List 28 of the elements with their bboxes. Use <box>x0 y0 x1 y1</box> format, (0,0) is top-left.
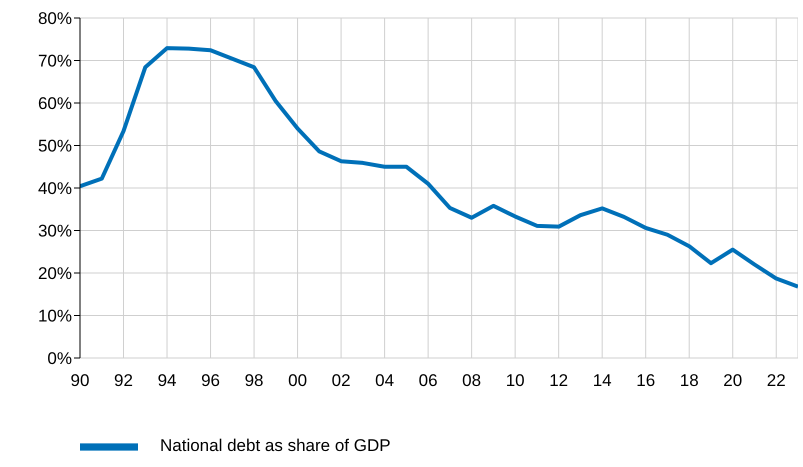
y-tick-label: 10% <box>38 306 72 326</box>
y-tick-label: 0% <box>47 349 72 368</box>
x-tick-label: 98 <box>244 371 264 390</box>
legend-label: National debt as share of GDP <box>160 436 391 456</box>
y-tick-label: 40% <box>38 179 72 198</box>
y-tick-label: 30% <box>38 222 72 241</box>
x-tick-label: 14 <box>592 371 612 390</box>
line-series <box>80 46 798 289</box>
x-tick-label: 06 <box>418 371 438 390</box>
x-tick-label: 04 <box>375 371 394 390</box>
y-tick-label: 20% <box>38 264 72 284</box>
y-tick-label: 80% <box>38 9 72 28</box>
x-tick-label: 92 <box>114 371 133 390</box>
x-tick-label: 10 <box>506 371 525 390</box>
x-tick-label: 18 <box>680 371 699 390</box>
x-tick-label: 22 <box>766 371 786 390</box>
x-tick-label: 12 <box>549 371 568 390</box>
x-tick-label: 08 <box>462 371 482 390</box>
y-tick-label: 70% <box>38 52 72 71</box>
y-tick-label: 60% <box>38 94 72 114</box>
y-tick-label: 50% <box>38 136 72 156</box>
x-tick-label: 90 <box>70 371 90 390</box>
x-tick-label: 96 <box>201 371 220 390</box>
x-tick-label: 94 <box>158 371 176 390</box>
x-tick-label: 02 <box>332 371 351 390</box>
x-tick-label: 16 <box>636 371 656 390</box>
x-tick-label: 00 <box>288 371 308 390</box>
x-tick-label: 20 <box>723 371 742 390</box>
